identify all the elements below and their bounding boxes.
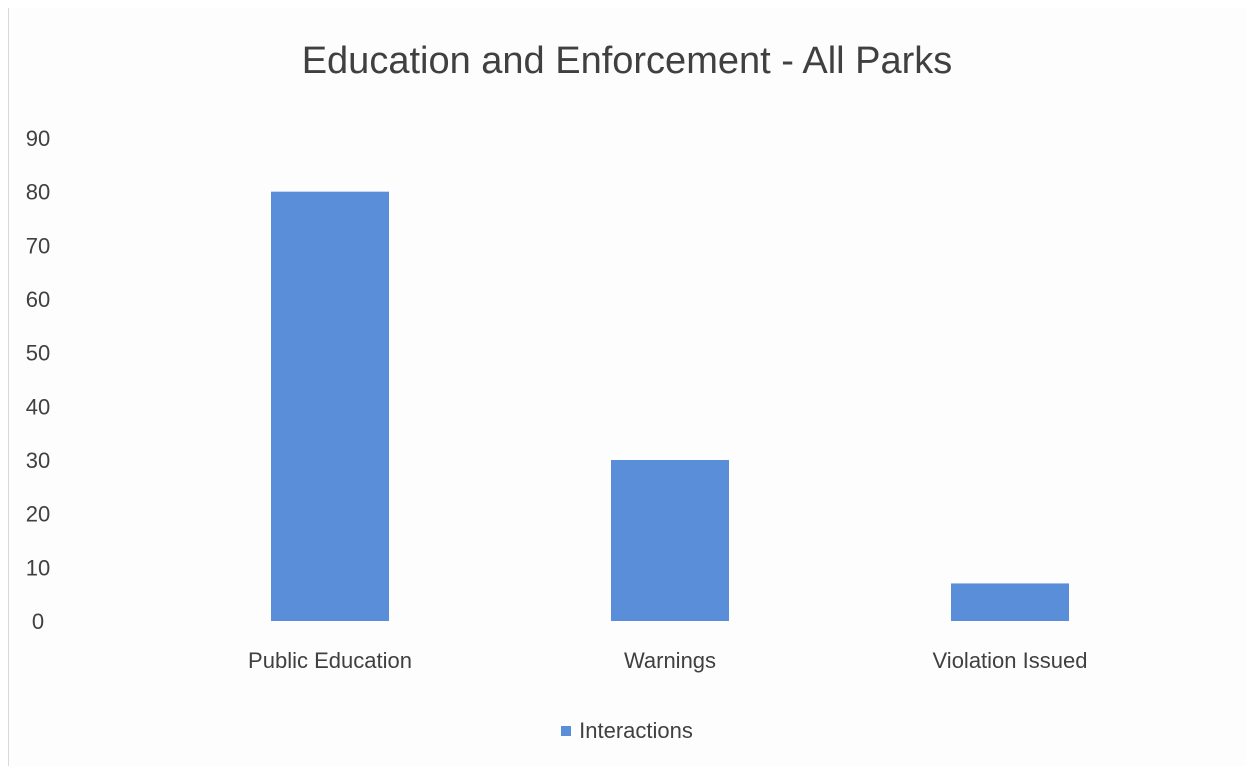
y-tick-label: 40 xyxy=(26,394,50,419)
chart-area xyxy=(8,8,1247,766)
y-tick-label: 30 xyxy=(26,448,50,473)
y-tick-label: 60 xyxy=(26,287,50,312)
bar xyxy=(951,583,1069,621)
bar xyxy=(271,191,389,621)
x-tick-label: Public Education xyxy=(248,648,412,673)
legend: Interactions xyxy=(0,718,1254,744)
y-axis: 0 10 20 30 40 50 60 70 80 90 xyxy=(26,126,50,634)
y-tick-label: 20 xyxy=(26,502,50,527)
bar-series xyxy=(271,191,1069,621)
chart-title: Education and Enforcement - All Parks xyxy=(301,40,953,82)
x-tick-label: Violation Issued xyxy=(933,648,1088,673)
y-tick-label: 90 xyxy=(26,126,50,151)
bar xyxy=(611,460,729,621)
y-tick-label: 50 xyxy=(26,341,50,366)
legend-swatch xyxy=(561,726,572,736)
legend-label: Interactions xyxy=(579,718,693,743)
x-tick-label: Warnings xyxy=(624,648,716,673)
y-tick-label: 70 xyxy=(26,233,50,258)
y-tick-label: 10 xyxy=(26,555,50,580)
y-tick-label: 80 xyxy=(26,180,50,205)
y-tick-label: 0 xyxy=(32,609,44,634)
x-axis: Public Education Warnings Violation Issued xyxy=(248,648,1087,673)
